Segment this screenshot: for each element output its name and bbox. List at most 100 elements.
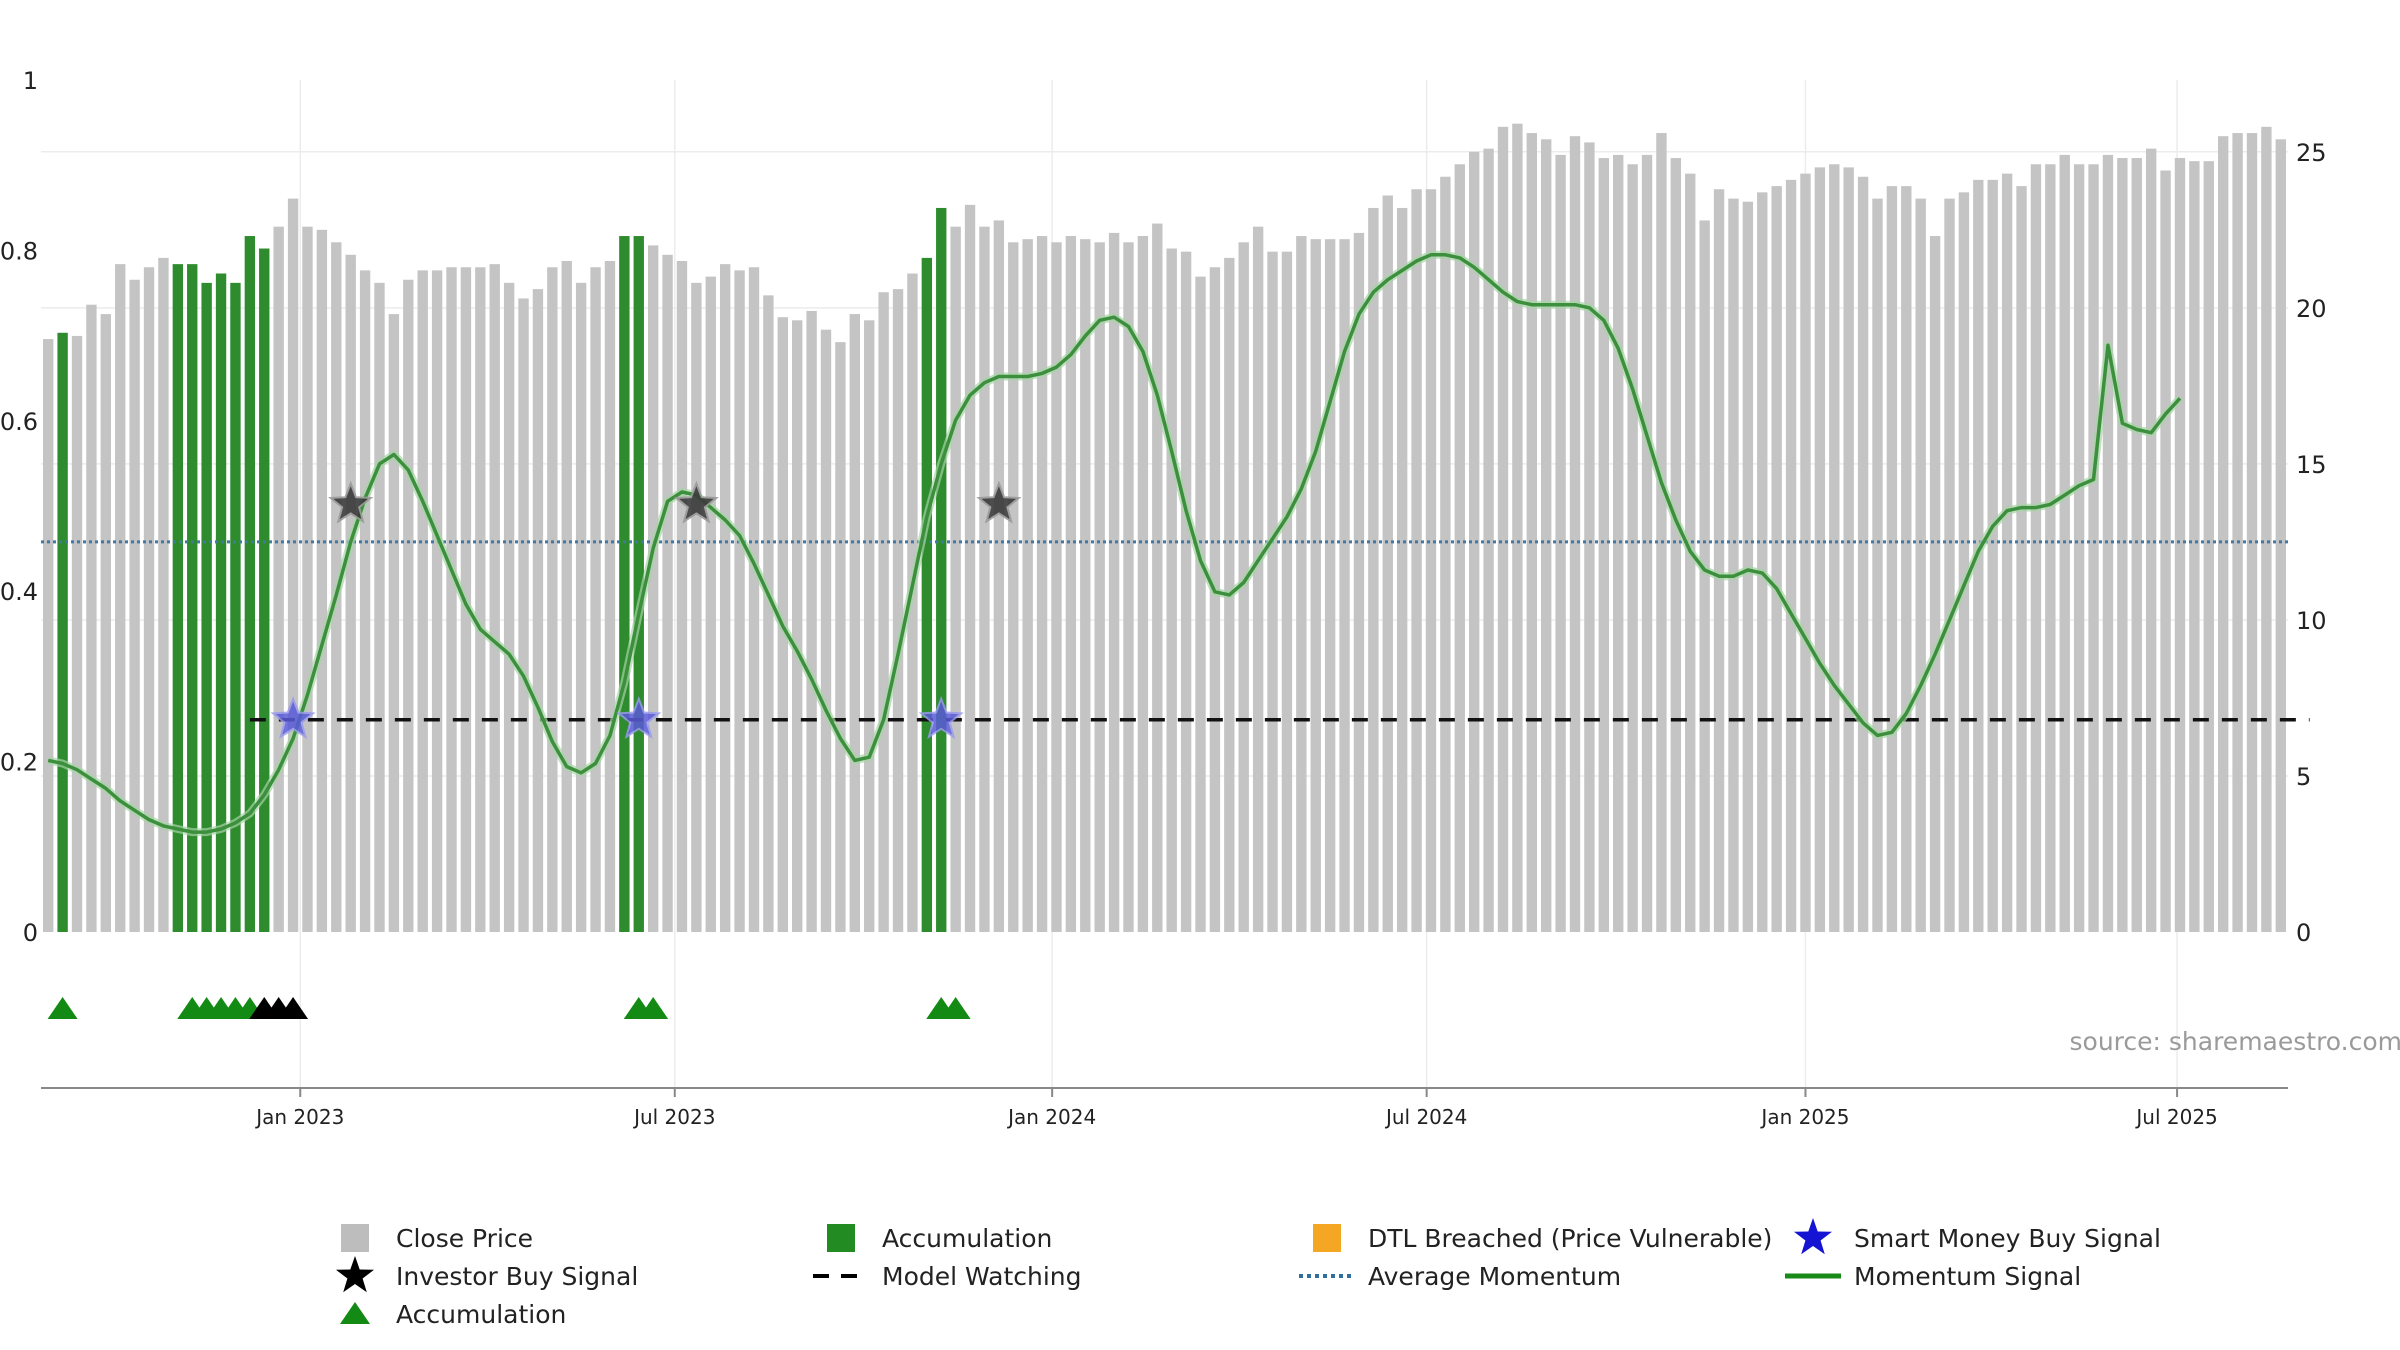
close-price-bar <box>1411 189 1422 932</box>
close-price-bar <box>489 264 500 933</box>
close-price-bar <box>1915 198 1926 933</box>
x-tick-label: Jan 2025 <box>1759 1105 1849 1129</box>
close-price-bar <box>1713 189 1725 932</box>
legend-label: Momentum Signal <box>1854 1262 2081 1291</box>
x-tick-label: Jan 2024 <box>1006 1105 1096 1129</box>
close-price-bar <box>561 261 572 932</box>
close-price-bar <box>590 267 601 932</box>
close-price-bar <box>143 267 155 932</box>
close-price-bar <box>1598 158 1610 932</box>
close-price-bar <box>964 204 976 933</box>
close-price-bar <box>604 261 616 932</box>
legend-item: Close Price <box>341 1224 533 1253</box>
accumulation-bar <box>230 282 241 932</box>
x-tick-label: Jul 2025 <box>2134 1105 2217 1129</box>
close-price-bar <box>575 282 587 932</box>
left-y-tick-label: 0.2 <box>0 749 38 777</box>
close-price-bar <box>1613 154 1624 932</box>
close-price-bar <box>2102 154 2114 932</box>
close-price-bar <box>820 329 832 933</box>
close-price-bar <box>864 320 875 932</box>
close-price-bar <box>1008 242 1019 933</box>
legend-triangle-icon <box>340 1302 370 1324</box>
close-price-bar <box>158 257 169 932</box>
close-price-bar <box>2246 133 2258 933</box>
close-price-bar <box>1396 207 1408 932</box>
accumulation-bar <box>921 257 933 932</box>
close-price-bar <box>1641 154 1653 932</box>
close-price-bar <box>2073 164 2085 932</box>
close-price-bar <box>849 314 861 933</box>
close-price-bar <box>1857 176 1869 932</box>
right-y-tick-label: 5 <box>2296 763 2311 791</box>
close-price-bar <box>273 226 284 932</box>
close-price-bar <box>2059 154 2070 932</box>
x-tick-label: Jul 2024 <box>1384 1105 1467 1129</box>
close-price-bar <box>2217 136 2229 932</box>
close-price-bar <box>2045 164 2056 932</box>
accumulation-bar <box>244 236 256 933</box>
legend-swatch <box>827 1224 855 1252</box>
investor-buy-star <box>673 480 719 524</box>
close-price-bar <box>2001 173 2013 933</box>
legend-item: Momentum Signal <box>1785 1262 2081 1291</box>
legend-item: Accumulation <box>827 1224 1052 1253</box>
left-y-tick-label: 0.8 <box>0 237 38 265</box>
close-price-bar <box>547 267 558 932</box>
close-price-bar <box>316 229 328 933</box>
x-tick-label: Jan 2023 <box>254 1105 344 1129</box>
close-price-bar <box>43 339 54 932</box>
close-price-bar <box>359 270 371 932</box>
close-price-bar <box>2016 186 2027 933</box>
close-price-bar <box>2261 126 2272 933</box>
close-price-bar <box>532 289 544 933</box>
close-price-bar <box>1368 207 1379 932</box>
legend-item: DTL Breached (Price Vulnerable) <box>1313 1224 1772 1253</box>
close-price-bar <box>1785 179 1797 932</box>
close-price-bar <box>892 289 904 933</box>
close-price-bar <box>287 198 299 933</box>
legend-item: Accumulation <box>340 1300 566 1329</box>
close-price-bar <box>1166 248 1177 932</box>
close-price-bar <box>1353 232 1365 932</box>
close-price-bar <box>1987 179 1998 932</box>
close-price-bar <box>1094 242 1105 933</box>
close-price-bar <box>1036 236 1048 933</box>
close-price-bar <box>1771 186 1782 933</box>
legend-label: Model Watching <box>882 1262 1082 1291</box>
legend-label: Average Momentum <box>1368 1262 1621 1291</box>
close-price-bar <box>1483 148 1494 932</box>
left-y-tick-label: 0.6 <box>0 408 38 436</box>
close-price-bar <box>518 298 529 932</box>
close-price-bar <box>2203 161 2214 933</box>
close-price-bar <box>1454 164 1465 932</box>
close-price-bar <box>403 279 414 932</box>
right-y-tick-label: 10 <box>2296 607 2327 635</box>
close-price-bar <box>691 282 702 932</box>
close-price-bar <box>374 282 385 932</box>
close-price-bar <box>388 314 400 933</box>
right-y-tick-label: 0 <box>2296 919 2311 947</box>
close-price-bar <box>1209 267 1221 932</box>
accumulation-bar <box>633 236 644 933</box>
investor-buy-star <box>328 480 374 524</box>
close-price-bar <box>129 279 140 932</box>
smart-money-buy-star <box>616 696 662 740</box>
close-price-bar <box>1468 151 1480 932</box>
close-price-bar <box>647 245 659 932</box>
close-price-bar <box>835 342 846 933</box>
accumulation-triangle <box>940 997 971 1019</box>
momentum-signal-line <box>47 253 2182 834</box>
close-price-bar <box>1555 154 1566 932</box>
close-price-bar <box>100 314 112 933</box>
left-y-tick-label: 0.4 <box>0 578 38 606</box>
close-price-bar <box>2174 158 2186 932</box>
legend-label: Close Price <box>396 1224 533 1253</box>
legend-swatch <box>341 1224 369 1252</box>
close-price-bar <box>71 335 83 932</box>
legend: Close Price Accumulation DTL Breached (Pri… <box>336 1218 2161 1329</box>
close-price-bar <box>2088 164 2099 932</box>
close-price-bar <box>2232 133 2243 933</box>
close-price-bar <box>1310 239 1321 932</box>
